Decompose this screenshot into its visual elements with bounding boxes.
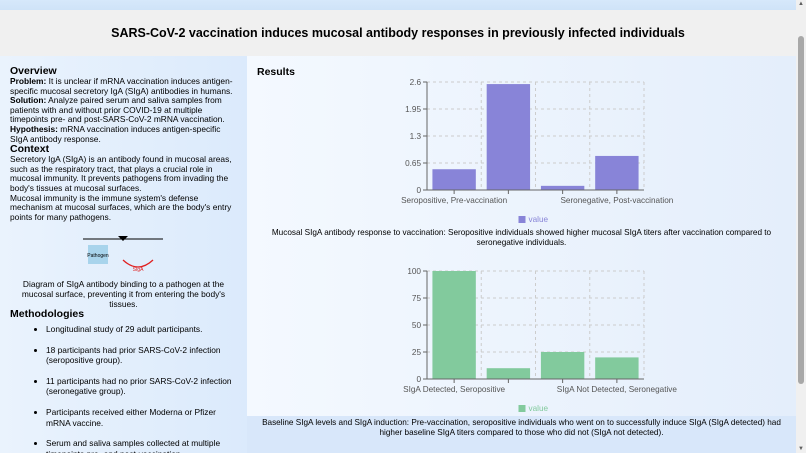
methodology-item: Serum and saliva samples collected at mu…	[46, 438, 237, 453]
antibody-arc	[122, 259, 154, 268]
chart-legend: value	[518, 404, 549, 413]
left-panel: Overview Problem: It is unclear if mRNA …	[0, 56, 247, 453]
chart-1-caption: Mucosal SIgA antibody response to vaccin…	[271, 228, 772, 247]
bar	[595, 155, 639, 190]
y-tick-label: 1.95	[405, 105, 421, 114]
vaccination-response-chart: 0 0.65 1.3 1.95 2.6 Seropositive, Pre-vaccina…	[401, 78, 674, 224]
y-tick-label: 2.6	[410, 78, 422, 87]
methodology-item: Participants received either Moderna or …	[46, 407, 237, 428]
antibody-label: SIgA	[133, 267, 145, 273]
page-title: SARS-CoV-2 vaccination induces mucosal a…	[111, 26, 685, 40]
solution-text: Analyze paired serum and saliva samples …	[10, 95, 225, 125]
scrollbar-thumb[interactable]	[798, 36, 804, 384]
y-tick-label: 0	[416, 186, 421, 195]
binding-arrow-icon	[118, 236, 128, 242]
y-tick-label: 100	[407, 267, 421, 276]
bar	[432, 271, 476, 379]
methodologies-heading: Methodologies	[10, 308, 85, 321]
methodologies-list: Longitudinal study of 29 adult participa…	[46, 324, 237, 453]
bar	[486, 84, 531, 190]
context-paragraph-1: Secretory IgA (SIgA) is an antibody foun…	[10, 154, 232, 193]
legend-swatch	[518, 216, 526, 223]
browser-top-strip	[0, 0, 796, 10]
hypothesis-label: Hypothesis:	[10, 123, 58, 134]
page-header: SARS-CoV-2 vaccination induces mucosal a…	[0, 10, 796, 56]
x-tick-label: SIgA Detected, Seropositive	[403, 385, 505, 394]
y-tick-label: 25	[412, 348, 422, 357]
diagram-caption: Diagram of SIgA antibody binding to a pa…	[21, 279, 226, 309]
overview-heading: Overview	[10, 65, 57, 77]
bar	[540, 352, 585, 379]
x-tick-label: Seronegative, Post-vaccination	[560, 196, 673, 205]
hypothesis-paragraph: Hypothesis: mRNA vaccination induces ant…	[10, 123, 237, 144]
x-tick-label: Seropositive, Pre-vaccination	[401, 196, 507, 205]
x-tick-label: SIgA Not Detected, Seronegative	[557, 385, 678, 394]
context-paragraph-2: Mucosal immunity is the immune system's …	[10, 192, 232, 222]
chart-2-caption: Baseline SIgA levels and SIgA induction:…	[247, 416, 796, 453]
scroll-down-arrow-icon[interactable]: ▼	[798, 446, 804, 452]
bar	[486, 368, 531, 379]
results-heading: Results	[257, 66, 295, 78]
results-panel: Results 0 0.65 1.3 1.95 2.6 Seropositive, Pre…	[247, 56, 796, 453]
pathogen-label: Pathogen	[87, 253, 109, 259]
baseline-siga-chart: 0 25 50 75 100 SIgA Detected, Seropositive SIg…	[403, 267, 678, 413]
y-tick-label: 0.65	[405, 159, 421, 168]
siga-diagram: Pathogen SIgA	[10, 230, 237, 280]
solution-label: Solution:	[10, 95, 47, 106]
pathogen-shape	[88, 245, 108, 265]
legend-label: value	[529, 404, 549, 413]
methodology-item: 18 participants had prior SARS-CoV-2 inf…	[46, 345, 237, 366]
chart-legend: value	[518, 215, 549, 224]
y-tick-label: 75	[412, 294, 422, 303]
y-tick-label: 0	[416, 375, 421, 384]
vertical-scrollbar[interactable]: ▲ ▼	[796, 0, 806, 453]
y-tick-label: 50	[412, 321, 422, 330]
methodology-item: 11 participants had no prior SARS-CoV-2 …	[46, 376, 237, 397]
hypothesis-text: mRNA vaccination induces antigen-specifi…	[10, 123, 221, 144]
scroll-up-arrow-icon[interactable]: ▲	[798, 1, 804, 7]
bar	[540, 185, 585, 190]
legend-label: value	[529, 215, 549, 224]
problem-paragraph: Problem: It is unclear if mRNA vaccinati…	[10, 76, 237, 96]
problem-label: Problem:	[10, 76, 47, 86]
legend-swatch	[518, 405, 526, 412]
methodology-item: Longitudinal study of 29 adult participa…	[46, 324, 237, 335]
problem-text: It is unclear if mRNA vaccination induce…	[10, 76, 233, 96]
context-heading: Context	[10, 143, 50, 156]
bar	[595, 357, 639, 379]
bar	[432, 169, 476, 190]
solution-paragraph: Solution: Analyze paired serum and saliv…	[10, 95, 237, 125]
siga-diagram-svg: Pathogen SIgA	[83, 236, 163, 273]
y-tick-label: 1.3	[410, 132, 422, 141]
